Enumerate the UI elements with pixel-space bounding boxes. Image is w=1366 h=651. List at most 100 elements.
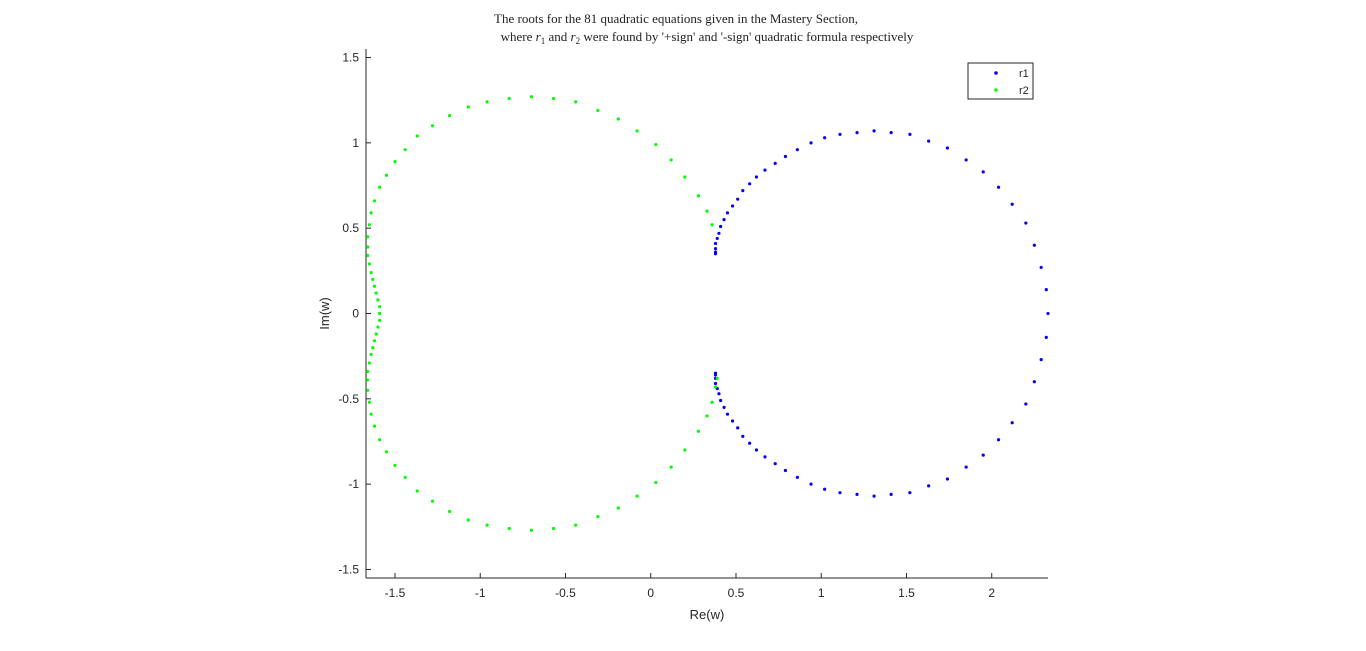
data-point-r1 bbox=[795, 475, 799, 479]
x-tick-label: 0 bbox=[647, 586, 654, 600]
data-point-r2 bbox=[430, 499, 435, 503]
data-point-r2 bbox=[378, 305, 382, 309]
data-point-r2 bbox=[372, 199, 377, 203]
data-point-r2 bbox=[378, 311, 382, 316]
data-point-r2 bbox=[447, 509, 452, 514]
data-point-r1 bbox=[1024, 221, 1028, 225]
data-point-r1 bbox=[722, 218, 726, 222]
series-r1 bbox=[713, 129, 1050, 498]
data-point-r1 bbox=[1044, 335, 1048, 339]
data-point-r2 bbox=[403, 148, 407, 152]
data-point-r2 bbox=[669, 158, 673, 162]
y-tick-label: 0.5 bbox=[342, 221, 359, 235]
y-tick-label: 1 bbox=[352, 136, 359, 150]
data-point-r1 bbox=[1032, 380, 1036, 384]
data-point-r1 bbox=[855, 492, 859, 496]
data-point-r2 bbox=[403, 475, 407, 479]
legend-label-r2: r2 bbox=[1019, 85, 1029, 97]
data-point-r1 bbox=[763, 455, 767, 459]
data-point-r1 bbox=[889, 492, 893, 496]
data-point-r2 bbox=[616, 506, 620, 510]
data-point-r2 bbox=[384, 173, 389, 177]
data-point-r1 bbox=[872, 494, 876, 498]
data-point-r2 bbox=[705, 414, 709, 418]
data-point-r2 bbox=[696, 429, 701, 433]
plot-axes bbox=[365, 49, 1048, 579]
data-point-r1 bbox=[908, 132, 912, 136]
data-points bbox=[366, 95, 1050, 532]
data-point-r2 bbox=[378, 318, 382, 322]
data-point-r2 bbox=[378, 438, 382, 442]
data-point-r1 bbox=[996, 438, 1001, 442]
data-point-r1 bbox=[741, 434, 745, 438]
data-point-r1 bbox=[945, 477, 950, 481]
y-tick-label: 1.5 bbox=[342, 51, 359, 65]
x-tick-label: -0.5 bbox=[555, 586, 576, 600]
data-point-r2 bbox=[485, 100, 489, 104]
data-point-r2 bbox=[683, 448, 687, 452]
data-point-r1 bbox=[981, 170, 985, 174]
x-tick-label: 2 bbox=[988, 586, 995, 600]
data-point-r1 bbox=[964, 465, 968, 469]
data-point-r2 bbox=[430, 124, 435, 128]
data-point-r1 bbox=[754, 175, 759, 179]
data-point-r2 bbox=[529, 528, 533, 532]
y-tick-label: -1 bbox=[348, 477, 359, 491]
axis-ticks: -1.5 -1 -0.5 0 0.5 1 1.5 2 -1.5 -1 -0.5 0 0.5 1 1.5 bbox=[338, 51, 995, 600]
data-point-r2 bbox=[710, 400, 714, 404]
data-point-r1 bbox=[1032, 243, 1036, 247]
data-point-r2 bbox=[710, 223, 714, 227]
data-point-r2 bbox=[447, 113, 452, 118]
data-point-r2 bbox=[635, 494, 639, 498]
data-point-r2 bbox=[369, 211, 373, 215]
series-r2 bbox=[366, 95, 719, 532]
y-tick-label: 0 bbox=[352, 307, 359, 321]
data-point-r2 bbox=[616, 117, 620, 121]
data-point-r2 bbox=[378, 185, 382, 189]
data-point-r1 bbox=[1024, 402, 1028, 406]
data-point-r1 bbox=[717, 392, 721, 396]
data-point-r1 bbox=[838, 132, 842, 136]
data-point-r2 bbox=[574, 100, 578, 104]
data-point-r2 bbox=[696, 194, 701, 198]
data-point-r1 bbox=[1039, 357, 1043, 362]
data-point-r2 bbox=[393, 463, 397, 467]
data-point-r2 bbox=[367, 361, 372, 365]
data-point-r1 bbox=[717, 231, 721, 235]
data-point-r2 bbox=[367, 223, 372, 227]
data-point-r1 bbox=[719, 224, 723, 229]
data-point-r2 bbox=[529, 95, 533, 99]
data-point-r2 bbox=[367, 262, 372, 266]
data-point-r1 bbox=[713, 371, 718, 375]
data-point-r2 bbox=[369, 412, 373, 416]
data-point-r1 bbox=[725, 211, 730, 215]
data-point-r1 bbox=[1010, 421, 1014, 425]
data-point-r2 bbox=[366, 245, 370, 249]
data-point-r1 bbox=[1044, 288, 1048, 292]
data-point-r1 bbox=[754, 448, 759, 452]
data-point-r2 bbox=[415, 489, 419, 493]
data-point-r2 bbox=[369, 270, 373, 275]
data-point-r2 bbox=[705, 209, 709, 213]
data-point-r1 bbox=[809, 482, 813, 486]
data-point-r2 bbox=[372, 284, 377, 288]
y-tick-label: -1.5 bbox=[338, 562, 359, 576]
chart-title-line-2: where r1 and r2 were found by '+sign' an… bbox=[501, 29, 914, 46]
data-point-r2 bbox=[551, 96, 556, 101]
data-point-r1 bbox=[736, 197, 740, 201]
legend-marker-r1 bbox=[994, 71, 998, 75]
data-point-r2 bbox=[635, 129, 639, 133]
data-point-r2 bbox=[466, 518, 470, 522]
data-point-r2 bbox=[507, 96, 511, 101]
data-point-r1 bbox=[713, 247, 718, 251]
data-point-r1 bbox=[748, 182, 752, 186]
data-point-r1 bbox=[872, 129, 876, 133]
data-point-r2 bbox=[596, 514, 600, 519]
data-point-r2 bbox=[507, 526, 511, 531]
y-axis-label: Im(w) bbox=[317, 297, 332, 330]
legend-box bbox=[967, 62, 1034, 100]
data-point-r2 bbox=[466, 105, 470, 109]
data-point-r2 bbox=[371, 277, 375, 281]
